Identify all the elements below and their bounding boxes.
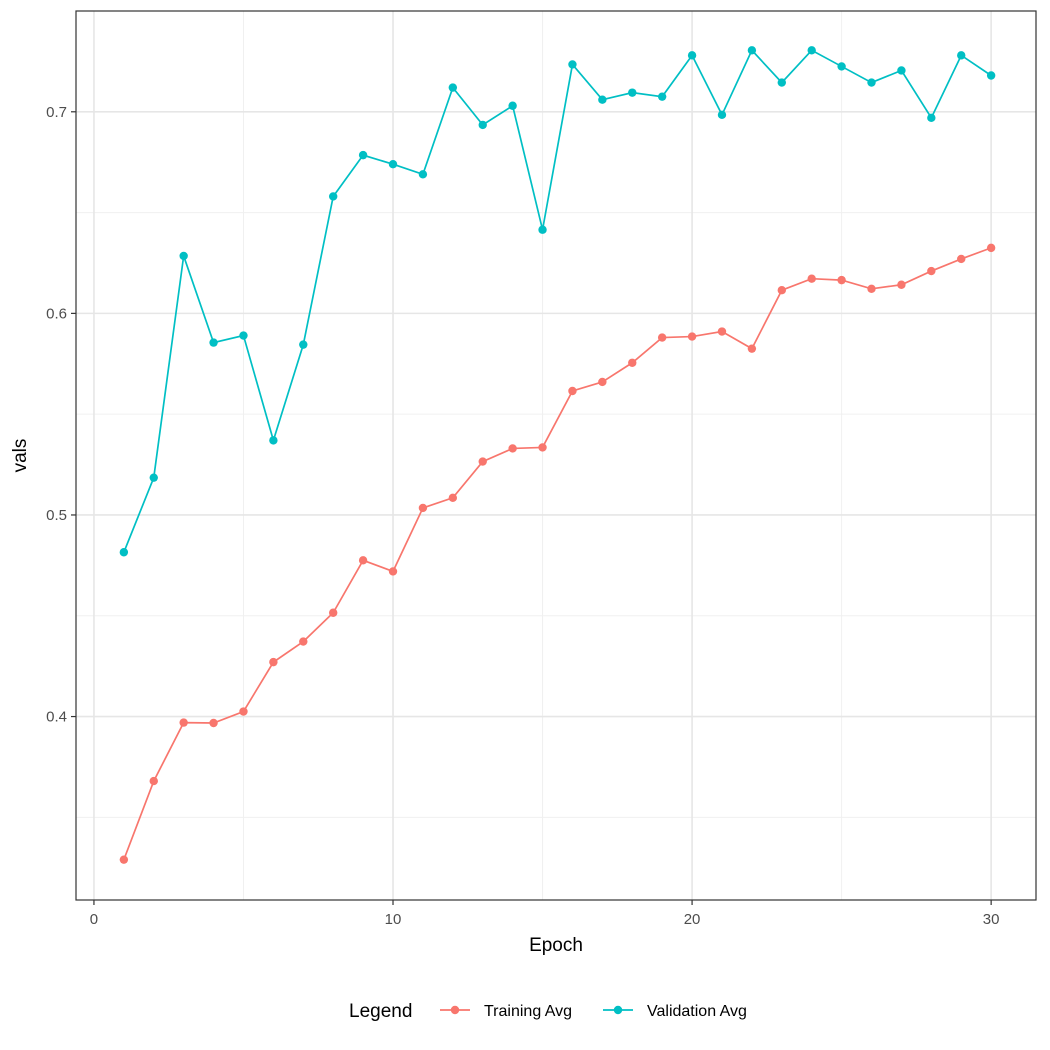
data-point (538, 225, 547, 234)
data-point (957, 51, 966, 60)
data-point (299, 637, 308, 646)
data-point (448, 83, 458, 92)
data-point (358, 150, 368, 160)
data-point (418, 503, 428, 513)
data-point (628, 88, 637, 97)
legend-title: Legend (349, 1001, 412, 1022)
y-axis-title: vals (10, 439, 31, 473)
y-tick-label: 0.6 (46, 305, 67, 322)
series-line (123, 247, 992, 860)
data-point (269, 436, 278, 445)
data-point (927, 113, 936, 123)
data-point (568, 386, 577, 396)
data-point (897, 280, 906, 289)
data-point (508, 444, 517, 453)
data-point (867, 284, 876, 293)
data-point (239, 707, 248, 716)
series-line (123, 48, 992, 553)
x-tick-label: 0 (90, 911, 98, 928)
data-point (568, 60, 577, 69)
data-point (328, 608, 338, 617)
data-point (358, 556, 368, 565)
series-layer (119, 46, 996, 864)
legend-key-point (450, 1005, 460, 1015)
legend-key-point (613, 1005, 623, 1015)
data-point (448, 493, 458, 503)
data-point (388, 160, 398, 169)
data-point (328, 192, 338, 201)
data-point (478, 457, 487, 466)
x-tick-label: 10 (385, 911, 402, 928)
data-point (598, 95, 607, 104)
data-point (418, 170, 428, 179)
data-point (837, 62, 846, 71)
grid (76, 10, 1036, 900)
legend-label: Training Avg (484, 1003, 572, 1020)
legend: Legend Training Avg Validation Avg (349, 1001, 747, 1022)
data-point (807, 274, 816, 283)
data-point (239, 331, 248, 340)
series-validation-avg (119, 46, 996, 557)
data-point (209, 338, 218, 347)
legend-item: Training Avg (440, 1003, 572, 1020)
x-axis-title: Epoch (529, 935, 583, 956)
data-point (179, 251, 188, 261)
data-point (986, 71, 996, 80)
data-point (777, 285, 786, 295)
data-point (657, 333, 667, 342)
data-point (687, 332, 697, 341)
x-tick-label: 30 (983, 911, 1000, 928)
data-point (538, 443, 547, 452)
data-point (598, 377, 607, 387)
data-point (897, 66, 906, 75)
data-point (269, 657, 278, 667)
data-point (986, 243, 996, 253)
data-point (717, 327, 727, 336)
data-point (657, 92, 667, 101)
y-tick-label: 0.7 (46, 104, 67, 121)
data-point (747, 344, 757, 353)
data-point (388, 567, 398, 576)
data-point (119, 548, 129, 557)
data-point (628, 358, 637, 367)
y-tick-label: 0.5 (46, 507, 67, 524)
data-point (508, 101, 517, 110)
data-point (927, 266, 936, 276)
y-tick-label: 0.4 (46, 709, 67, 726)
x-tick-label: 20 (684, 911, 701, 928)
panel-border (75, 10, 1037, 901)
legend-item: Validation Avg (603, 1003, 747, 1020)
legend-label: Validation Avg (647, 1003, 747, 1020)
data-point (807, 46, 816, 55)
data-point (837, 275, 846, 285)
data-point (957, 254, 966, 264)
data-point (777, 78, 786, 87)
data-point (867, 78, 876, 87)
data-point (119, 855, 129, 864)
axes: 0 10 20 30 0.4 0.5 0.6 0.7 (46, 104, 999, 928)
series-training-avg (119, 243, 996, 864)
data-point (149, 473, 158, 482)
data-point (717, 110, 727, 120)
data-point (209, 718, 218, 728)
data-point (299, 340, 308, 349)
data-point (747, 46, 757, 55)
data-point (687, 51, 697, 60)
data-point (179, 718, 188, 727)
data-point (478, 120, 487, 130)
data-point (149, 776, 158, 786)
